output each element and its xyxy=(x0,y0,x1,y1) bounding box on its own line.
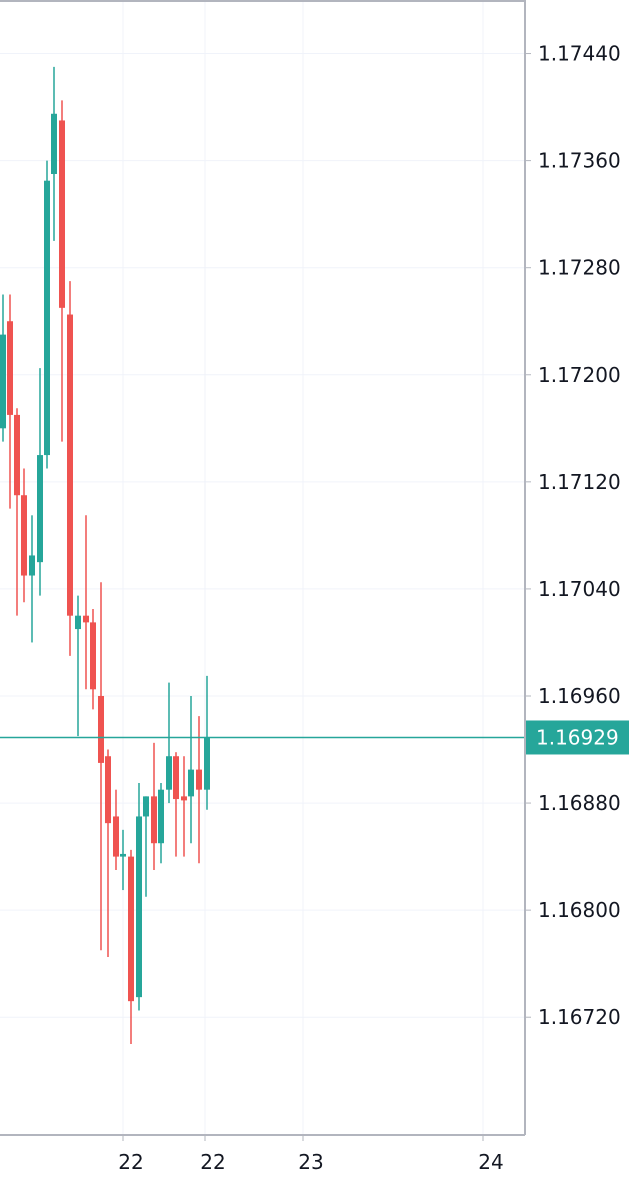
x-tick-label: 23 xyxy=(298,1150,323,1174)
y-tick-label: 1.17280 xyxy=(538,256,621,280)
y-axis-labels: 1.17440 1.17360 1.17280 1.17200 1.17120 1.170… xyxy=(538,42,621,1030)
candle-body xyxy=(98,695,104,763)
last-price-badge-bg xyxy=(526,720,629,755)
candle-body xyxy=(29,555,35,576)
candle-body xyxy=(0,334,6,429)
candle-up xyxy=(120,829,126,891)
candle-up xyxy=(75,595,81,737)
candle-down xyxy=(113,789,119,870)
candles xyxy=(0,66,210,1044)
candle-body xyxy=(44,180,50,456)
candle-up xyxy=(158,782,164,864)
candle-up xyxy=(29,515,35,643)
candle-body xyxy=(105,756,111,824)
candle-down xyxy=(128,849,134,1044)
candle-up xyxy=(166,682,172,804)
candle-down xyxy=(67,281,73,656)
candle-body xyxy=(128,856,134,1002)
candle-body xyxy=(75,615,81,630)
candle-down xyxy=(21,468,27,603)
candle-body xyxy=(90,622,96,690)
candle-up xyxy=(37,368,43,596)
y-tick-label: 1.16800 xyxy=(538,898,621,922)
x-axis-labels: 22 22 23 24 xyxy=(118,1150,503,1174)
candle-down xyxy=(90,608,96,710)
candle-body xyxy=(37,455,43,563)
candle-body xyxy=(21,495,27,576)
candle-body xyxy=(143,796,149,817)
candle-down xyxy=(7,294,13,509)
candle-body xyxy=(67,314,73,616)
y-tick-label: 1.17040 xyxy=(538,577,621,601)
x-tick-label: 22 xyxy=(200,1150,225,1174)
y-tick-label: 1.17360 xyxy=(538,149,621,173)
candle-body xyxy=(166,756,172,790)
candle-body xyxy=(120,853,126,857)
candle-up xyxy=(51,66,57,241)
candle-up xyxy=(143,796,149,897)
candle-body xyxy=(173,756,179,800)
candle-down xyxy=(173,752,179,857)
y-tick-label: 1.16960 xyxy=(538,684,621,708)
candle-down xyxy=(83,515,89,690)
y-tick-label: 1.17440 xyxy=(538,42,621,66)
candle-body xyxy=(204,737,210,790)
candle-down xyxy=(181,756,187,857)
candle-up xyxy=(44,160,50,469)
candle-body xyxy=(158,789,164,844)
candle-up xyxy=(0,294,6,442)
x-tick-label: 24 xyxy=(478,1150,503,1174)
y-tick-label: 1.16880 xyxy=(538,791,621,815)
candle-up xyxy=(136,782,142,1011)
axes xyxy=(0,0,531,1141)
grid xyxy=(0,0,525,1135)
candle-up xyxy=(204,675,210,810)
y-tick-label: 1.17120 xyxy=(538,470,621,494)
candle-down xyxy=(196,716,202,864)
candle-down xyxy=(151,742,157,870)
candle-body xyxy=(83,615,89,623)
x-tick-label: 22 xyxy=(118,1150,143,1174)
candle-down xyxy=(14,408,20,616)
candle-down xyxy=(59,100,65,442)
candle-body xyxy=(113,816,119,857)
candle-up xyxy=(188,695,194,844)
candle-body xyxy=(151,796,157,844)
candle-down xyxy=(105,749,111,957)
candle-body xyxy=(188,769,194,797)
last-price-badge: 1.16929 xyxy=(526,720,629,755)
candle-body xyxy=(59,120,65,308)
candle-body xyxy=(14,414,20,496)
candle-body xyxy=(196,769,202,790)
y-tick-label: 1.16720 xyxy=(538,1005,621,1029)
candle-down xyxy=(98,582,104,951)
last-price-label: 1.16929 xyxy=(536,725,619,749)
candle-body xyxy=(181,796,187,801)
candle-body xyxy=(51,113,57,174)
y-tick-label: 1.17200 xyxy=(538,363,621,387)
candle-body xyxy=(136,816,142,998)
candle-body xyxy=(7,321,13,415)
